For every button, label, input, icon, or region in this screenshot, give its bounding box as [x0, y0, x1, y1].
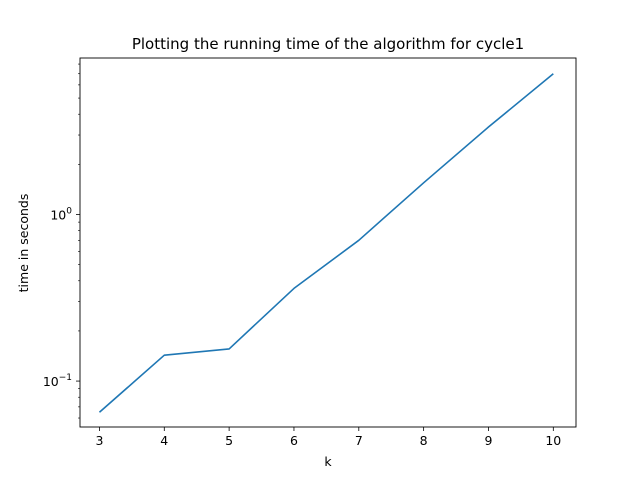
- x-tick-label-6: 6: [290, 433, 298, 448]
- x-tick-label-3: 3: [95, 433, 103, 448]
- x-tick-label-5: 5: [225, 433, 233, 448]
- chart-title: Plotting the running time of the algorit…: [132, 35, 524, 53]
- x-tick-label-4: 4: [160, 433, 168, 448]
- x-tick-label-8: 8: [420, 433, 428, 448]
- y-tick-label-0: 10−1: [43, 373, 72, 389]
- y-axis-label: time in seconds: [16, 194, 31, 293]
- x-tick-label-9: 9: [484, 433, 492, 448]
- x-axis-label: k: [324, 454, 332, 469]
- y-tick-label-1: 100: [50, 206, 72, 222]
- series-line-0: [98, 73, 554, 413]
- x-tick-label-10: 10: [545, 433, 561, 448]
- plot-frame: [79, 57, 577, 428]
- x-tick-label-7: 7: [355, 433, 363, 448]
